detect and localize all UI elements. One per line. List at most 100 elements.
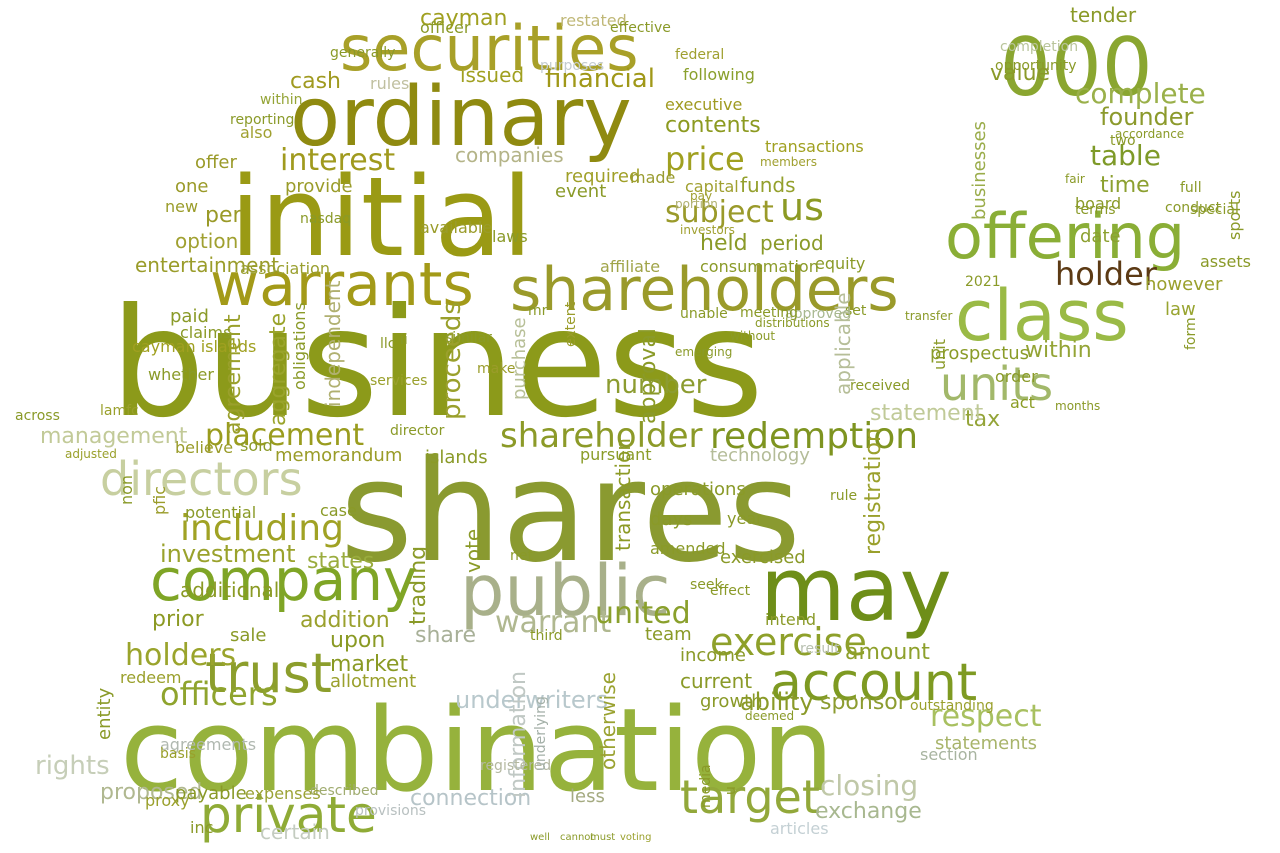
cloud-word: warrant [495,605,611,640]
cloud-word: held [700,231,748,256]
cloud-word: cayman [420,6,507,31]
cloud-word: trading [406,546,431,625]
cloud-word: services [370,373,427,389]
cloud-word: law [1165,299,1196,320]
cloud-word: tender [1070,3,1137,27]
cloud-word: extent [563,301,579,347]
cloud-word: statements [935,733,1037,754]
cloud-word: outstanding [910,698,994,714]
cloud-word: ability [740,688,814,716]
cloud-word: portion [675,197,718,211]
cloud-word: 000 [1000,21,1153,114]
cloud-word: period [760,231,824,255]
cloud-word: payable [175,783,247,804]
cloud-word: proposed [100,780,202,805]
cloud-word: new [165,197,198,216]
cloud-word: cannot [560,832,594,843]
cloud-word: opportunity [995,58,1077,74]
cloud-word: combination [120,684,834,818]
cloud-word: certain [260,820,330,844]
cloud-word: class [955,275,1129,357]
cloud-word: basis [160,746,196,762]
cloud-word: time [1100,173,1150,198]
cloud-word: companies [455,143,564,167]
cloud-word: agreements [160,735,256,754]
cloud-word: purchase [509,317,530,400]
cloud-word: sold [240,436,273,455]
cloud-word: tax [965,407,1000,432]
cloud-word: described [310,783,379,799]
cloud-word: mr [528,303,548,319]
cloud-word: number [605,370,707,400]
cloud-word: pay [690,189,712,203]
cloud-word: completion [1000,39,1078,55]
cloud-word: within [1025,338,1092,363]
cloud-word: securities [340,12,639,85]
cloud-word: closing [820,769,918,802]
cloud-word: believe [175,438,233,457]
cloud-word: shares [340,431,801,594]
cloud-word: federal [675,47,724,63]
cloud-word: obligations [290,302,309,390]
cloud-word: intend [765,610,816,629]
cloud-word: prior [152,607,205,632]
cloud-word: date [1080,226,1121,247]
cloud-word: upon [330,628,385,653]
cloud-word: set [845,303,867,319]
cloud-word: one [175,176,209,197]
cloud-word: cash [290,69,341,94]
cloud-word: ii [400,332,408,348]
cloud-word: also [240,123,272,142]
cloud-word: following [683,65,755,84]
cloud-word: purposes [540,58,604,74]
cloud-word: interest [280,143,395,178]
cloud-word: information [506,671,531,798]
cloud-word: aggregate [266,313,291,426]
cloud-word: table [1090,139,1161,172]
cloud-word: account [770,653,977,713]
cloud-word: case [320,501,357,520]
cloud-word: businesses [969,121,990,220]
cloud-word: paid [170,306,209,327]
cloud-word: transfer [905,309,952,323]
cloud-word: restated [560,11,627,30]
cloud-word: nasdaq [300,211,351,227]
cloud-word: made [630,168,675,187]
cloud-word: addition [300,608,390,633]
cloud-word: vote [461,529,485,573]
cloud-word: connection [410,786,531,811]
cloud-word: transaction [611,438,635,551]
cloud-word: provisions [355,803,426,819]
cloud-word: subject [665,195,774,230]
cloud-word: entity [94,687,115,740]
cloud-word: expenses [245,784,321,803]
cloud-word: underwriters [455,686,608,714]
cloud-word: registered [480,758,551,774]
cloud-word: director [390,423,445,439]
cloud-word: per [205,203,243,228]
cloud-word: proxy [145,791,190,810]
cloud-word: rules [370,74,409,93]
cloud-word: available [420,218,492,237]
cloud-word: unit [930,339,949,370]
cloud-word: financial [545,64,655,94]
cloud-word: form [1183,317,1199,350]
cloud-word: target [680,770,820,824]
cloud-word: exchange [815,799,922,824]
cloud-word: growth [700,691,763,712]
cloud-word: option [175,229,238,253]
cloud-word: association [240,259,330,278]
cloud-word: officer [420,18,471,37]
cloud-word: technology [710,445,810,466]
cloud-word: market [330,652,408,677]
cloud-word: redemption [710,416,918,457]
cloud-word: less [570,786,605,807]
cloud-word: redeem [120,668,182,687]
cloud-word: rights [35,751,110,781]
cloud-word: full [1180,180,1202,196]
cloud-word: laws [492,227,528,246]
cloud-word: well [530,832,550,843]
cloud-word: income [680,645,746,666]
cloud-word: without [730,329,775,343]
cloud-word: u [723,786,739,795]
